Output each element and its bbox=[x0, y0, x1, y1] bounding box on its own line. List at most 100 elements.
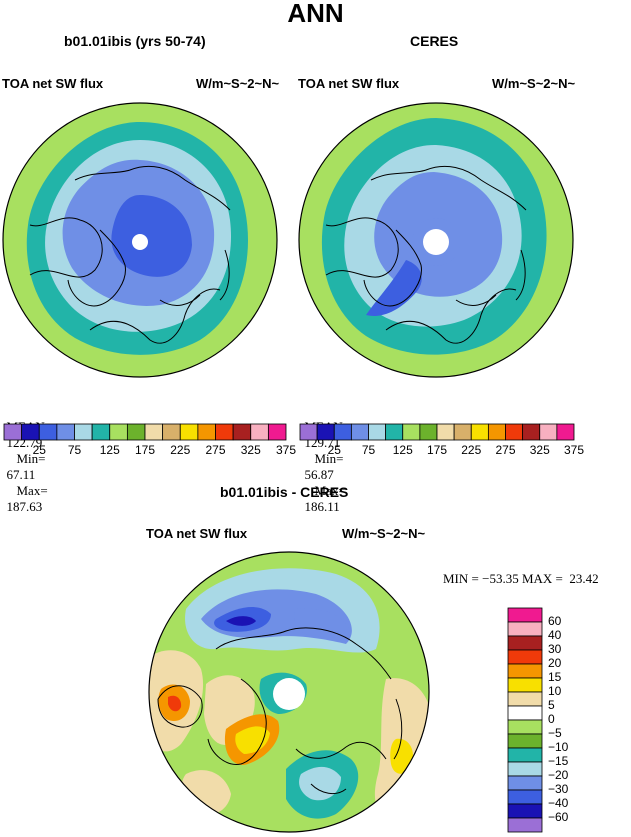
panel3-colorbar-tick-label: −40 bbox=[548, 796, 569, 810]
panel3-polar-map bbox=[148, 551, 430, 833]
panel3-left-label: TOA net SW flux bbox=[146, 526, 248, 541]
panel1-colorbar-tick-label: 25 bbox=[32, 443, 46, 457]
panel3-colorbar-tick-label: 60 bbox=[548, 614, 562, 628]
panel1-colorbar-tick-label: 75 bbox=[67, 443, 82, 457]
panel1-colorbar-tick-label: 125 bbox=[99, 443, 120, 457]
panel1-min-value: 67.11 bbox=[6, 467, 36, 482]
panel2-colorbar-swatch bbox=[350, 423, 369, 441]
panel1-colorbar-swatch bbox=[109, 423, 128, 441]
map3-yellow-right bbox=[390, 738, 414, 774]
panel2-colorbar-swatch bbox=[419, 423, 438, 441]
panel3-colorbar-tick-label: 5 bbox=[548, 698, 555, 712]
panel2-left-label: TOA net SW flux bbox=[298, 76, 400, 91]
panel2-colorbar-swatch bbox=[385, 423, 404, 441]
panel2-title: CERES bbox=[410, 33, 459, 49]
panel2-colorbar-swatch bbox=[487, 423, 506, 441]
panel1-colorbar bbox=[3, 423, 287, 441]
panel3-title: b01.01ibis - CERES bbox=[220, 484, 349, 500]
panel3-units-label: W/m~S~2~N~ bbox=[342, 526, 426, 541]
panel1-colorbar-swatch bbox=[38, 423, 58, 441]
panel2-max-label: Max= bbox=[314, 483, 346, 498]
panel3-colorbar-tick-label: −30 bbox=[548, 782, 569, 796]
panel3-colorbar-swatch bbox=[507, 663, 543, 679]
panel2-colorbar-tick-label: 375 bbox=[563, 443, 585, 457]
panel1-polar-map bbox=[2, 102, 278, 378]
panel1-colorbar-swatch bbox=[197, 423, 216, 441]
panel2-colorbar-swatch bbox=[333, 423, 352, 441]
panel3-colorbar-swatch bbox=[507, 621, 543, 637]
panel3-colorbar bbox=[507, 607, 543, 833]
panel1-colorbar-ticks: 25 75 125 175 225 275 325 375 bbox=[4, 443, 296, 459]
panel2-colorbar-swatch bbox=[453, 423, 472, 441]
panel2-max-value: 186.11 bbox=[304, 499, 340, 514]
panel3-colorbar-swatch bbox=[507, 635, 543, 651]
panel1-colorbar-tick-label: 375 bbox=[275, 443, 297, 457]
map1-pole-hole bbox=[132, 234, 148, 250]
map3-blue-right bbox=[294, 608, 351, 638]
map3-yellow-center bbox=[235, 726, 270, 754]
panel2-colorbar-swatch bbox=[368, 423, 387, 441]
panel1-colorbar-swatch bbox=[126, 423, 146, 441]
panel2-colorbar-tick-label: 125 bbox=[392, 443, 413, 457]
panel2-colorbar-swatch bbox=[402, 423, 421, 441]
panel3-colorbar-tick-label: −20 bbox=[548, 768, 569, 782]
panel2-colorbar-tick-label: 225 bbox=[461, 443, 482, 457]
panel2-units-label: W/m~S~2~N~ bbox=[492, 76, 576, 91]
panel3-colorbar-swatch bbox=[507, 789, 543, 805]
panel2-colorbar-swatch bbox=[556, 423, 575, 441]
panel3-colorbar-swatch bbox=[507, 733, 543, 749]
panel1-max-label: Max= bbox=[16, 483, 48, 498]
panel3-colorbar-swatch bbox=[507, 649, 543, 665]
panel2-min-label: Min= bbox=[314, 451, 344, 466]
panel1-colorbar-swatch bbox=[215, 423, 234, 441]
panel1-colorbar-swatch bbox=[250, 423, 269, 441]
panel2-colorbar-swatch bbox=[539, 423, 558, 441]
panel3-colorbar-swatch bbox=[507, 677, 543, 693]
panel2-colorbar-tick-label: 175 bbox=[426, 443, 448, 457]
map2-dark-band bbox=[366, 260, 422, 316]
panel2-colorbar-tick-label: 275 bbox=[495, 443, 516, 457]
panel2-colorbar-tick-label: 325 bbox=[529, 443, 550, 457]
panel1-colorbar-swatch bbox=[144, 423, 164, 441]
panel3-colorbar-tick-label: −15 bbox=[548, 754, 569, 768]
panel3-colorbar-tick-label: −60 bbox=[548, 810, 569, 824]
panel3-colorbar-tick-label: −5 bbox=[548, 726, 562, 740]
panel1-colorbar-tick-label: 225 bbox=[170, 443, 191, 457]
panel1-min-label: Min= bbox=[16, 451, 46, 466]
panel3-colorbar-swatch bbox=[507, 691, 543, 707]
panel3-stats: MIN = −53.35 MAX = 23.42 bbox=[443, 571, 599, 586]
panel3-colorbar-tick-label: −10 bbox=[548, 740, 569, 754]
panel1-colorbar-tick-label: 275 bbox=[205, 443, 226, 457]
panel3-colorbar-swatch bbox=[507, 817, 543, 833]
map1-dark-band bbox=[111, 195, 192, 277]
panel1-left-label: TOA net SW flux bbox=[2, 76, 104, 91]
panel1-colorbar-swatch bbox=[56, 423, 75, 441]
panel3-colorbar-tick-label: 20 bbox=[548, 656, 562, 670]
panel2-colorbar-swatch bbox=[522, 423, 541, 441]
panel1-colorbar-swatch bbox=[91, 423, 111, 441]
panel1-colorbar-swatch bbox=[162, 423, 181, 441]
panel3-colorbar-swatch bbox=[507, 705, 543, 721]
panel2-colorbar-ticks: 25 75 125 175 225 275 325 375 bbox=[300, 443, 584, 459]
panel2-min-value: 56.87 bbox=[304, 467, 334, 482]
map2-pole-hole bbox=[423, 229, 449, 255]
panel3-colorbar-swatch bbox=[507, 747, 543, 763]
panel1-stats: MEAN= 122.79 Min= 67.11 Max= 187.63 bbox=[0, 403, 53, 515]
map3-light-bottom bbox=[299, 766, 341, 801]
panel1-units-label: W/m~S~2~N~ bbox=[196, 76, 280, 91]
panel3-colorbar-swatch bbox=[507, 607, 543, 623]
panel3-colorbar-tick-label: 15 bbox=[548, 670, 562, 684]
figure-title: ANN bbox=[287, 0, 344, 28]
panel1-colorbar-swatch bbox=[179, 423, 199, 441]
panel3-colorbar-swatch bbox=[507, 719, 543, 735]
panel2-colorbar-swatch bbox=[316, 423, 335, 441]
panel3-colorbar-swatch bbox=[507, 775, 543, 791]
panel3-colorbar-ticks: 60 40 30 20 15 10 5 0 −5 −10 −15 −20 −30 −40 −60 bbox=[548, 608, 588, 832]
panel2-colorbar-swatch bbox=[299, 423, 318, 441]
panel1-max-value: 187.63 bbox=[6, 499, 43, 514]
panel3-colorbar-tick-label: 40 bbox=[548, 628, 562, 642]
panel2-colorbar-tick-label: 75 bbox=[361, 443, 376, 457]
panel1-colorbar-swatch bbox=[21, 423, 40, 441]
panel3-colorbar-tick-label: 10 bbox=[548, 684, 562, 698]
map3-pole-hole bbox=[273, 678, 305, 710]
